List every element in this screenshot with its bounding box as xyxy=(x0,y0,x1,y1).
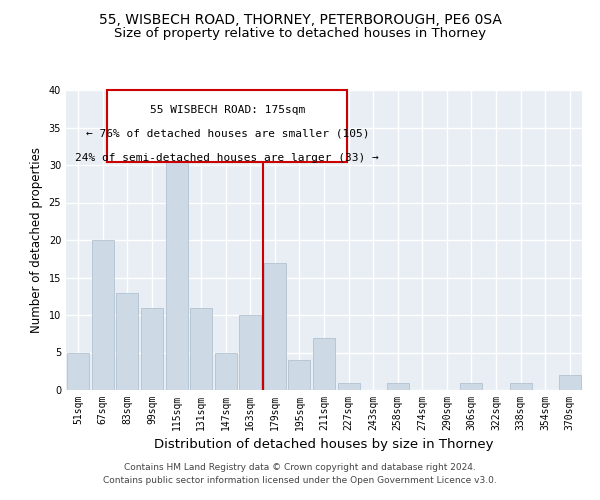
Text: Size of property relative to detached houses in Thorney: Size of property relative to detached ho… xyxy=(114,28,486,40)
Bar xyxy=(92,240,114,390)
Bar xyxy=(166,158,188,390)
X-axis label: Distribution of detached houses by size in Thorney: Distribution of detached houses by size … xyxy=(154,438,494,452)
Bar xyxy=(67,352,89,390)
Bar xyxy=(116,292,139,390)
FancyBboxPatch shape xyxy=(107,90,347,162)
Bar xyxy=(509,382,532,390)
Bar xyxy=(141,308,163,390)
Text: Contains HM Land Registry data © Crown copyright and database right 2024.: Contains HM Land Registry data © Crown c… xyxy=(124,464,476,472)
Text: Contains public sector information licensed under the Open Government Licence v3: Contains public sector information licen… xyxy=(103,476,497,485)
Text: ← 76% of detached houses are smaller (105): ← 76% of detached houses are smaller (10… xyxy=(86,129,369,139)
Text: 24% of semi-detached houses are larger (33) →: 24% of semi-detached houses are larger (… xyxy=(76,153,379,163)
Bar xyxy=(313,338,335,390)
Bar xyxy=(559,375,581,390)
Bar xyxy=(190,308,212,390)
Bar xyxy=(264,262,286,390)
Bar xyxy=(386,382,409,390)
Bar xyxy=(289,360,310,390)
Bar xyxy=(215,352,237,390)
Y-axis label: Number of detached properties: Number of detached properties xyxy=(30,147,43,333)
Text: 55, WISBECH ROAD, THORNEY, PETERBOROUGH, PE6 0SA: 55, WISBECH ROAD, THORNEY, PETERBOROUGH,… xyxy=(98,12,502,26)
Bar xyxy=(239,315,262,390)
Text: 55 WISBECH ROAD: 175sqm: 55 WISBECH ROAD: 175sqm xyxy=(149,105,305,115)
Bar xyxy=(460,382,482,390)
Bar xyxy=(338,382,359,390)
